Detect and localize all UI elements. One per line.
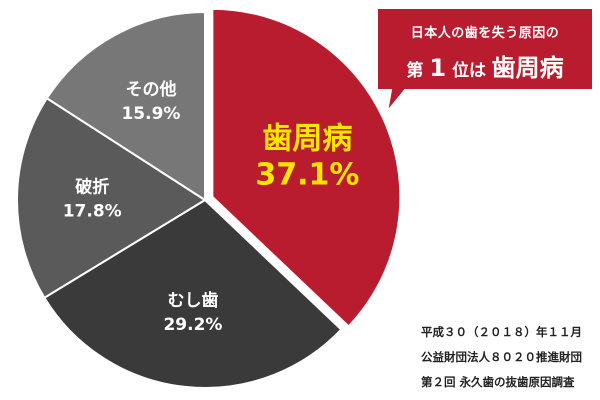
pie-slice-4 bbox=[45, 10, 206, 202]
slice-label-2: むし歯 bbox=[167, 290, 218, 311]
slice-label-4: その他 bbox=[125, 79, 176, 100]
slice-value-2: 29.2% bbox=[163, 315, 222, 335]
callout-cause: 歯周病 bbox=[491, 54, 564, 82]
source-note: 平成３０（２０１８）年１１月 公益財団法人８０２０推進財団 第２回 永久歯の抜歯… bbox=[421, 320, 582, 395]
slice-label-1: 歯周病 bbox=[262, 122, 352, 157]
callout-shape bbox=[376, 7, 594, 116]
callout-bubble: 日本人の歯を失う原因の 第 1 位は 歯周病 bbox=[376, 7, 594, 116]
pie-slice-1 bbox=[211, 7, 402, 328]
pie-slice-3 bbox=[16, 96, 207, 300]
callout-line-1: 日本人の歯を失う原因の bbox=[410, 26, 560, 41]
callout-line-2: 第 1 位は 歯周病 bbox=[377, 48, 593, 83]
pie-slice-2 bbox=[43, 198, 343, 389]
source-survey: 第２回 永久歯の抜歯原因調査 bbox=[421, 375, 575, 389]
callout-rank-number: 1 bbox=[429, 54, 447, 82]
source-organization: 公益財団法人８０２０推進財団 bbox=[421, 350, 582, 364]
slice-label-3: 破折 bbox=[75, 177, 109, 198]
source-date: 平成３０（２０１８）年１１月 bbox=[421, 325, 582, 339]
callout-rank-suffix: 位は bbox=[452, 61, 487, 81]
slice-value-1: 37.1% bbox=[255, 158, 359, 193]
slice-value-3: 17.8% bbox=[63, 202, 122, 222]
slice-value-4: 15.9% bbox=[121, 104, 180, 124]
callout-rank-prefix: 第 bbox=[406, 61, 424, 81]
